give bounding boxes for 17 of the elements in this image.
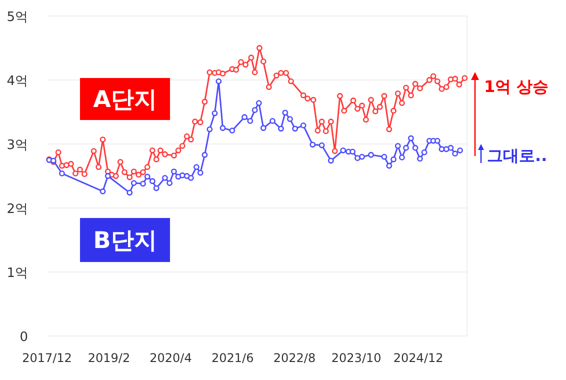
x-tick-label: 2019/2 [88,351,130,365]
text: 1억 상승 [484,77,549,96]
text: 그대로.. [487,146,548,165]
x-tick-label: 2024/12 [393,351,444,365]
y-tick-label: 3억 [6,138,28,153]
x-tick-label: 2023/10 [331,351,382,365]
y-tick-label: 4억 [6,74,28,89]
x-tick-label: 2020/4 [150,351,192,365]
y-tick-label: 5억 [6,10,28,25]
y-tick-label: 0 [20,330,28,345]
y-tick-label: 1억 [6,266,28,281]
x-tick-label: 2022/8 [273,351,316,365]
series-label: B단지 [93,228,157,254]
y-tick-label: 2억 [6,202,28,217]
series-label: A단지 [93,87,157,113]
x-tick-label: 2017/12 [22,351,72,365]
x-tick-label: 2021/6 [211,351,254,365]
